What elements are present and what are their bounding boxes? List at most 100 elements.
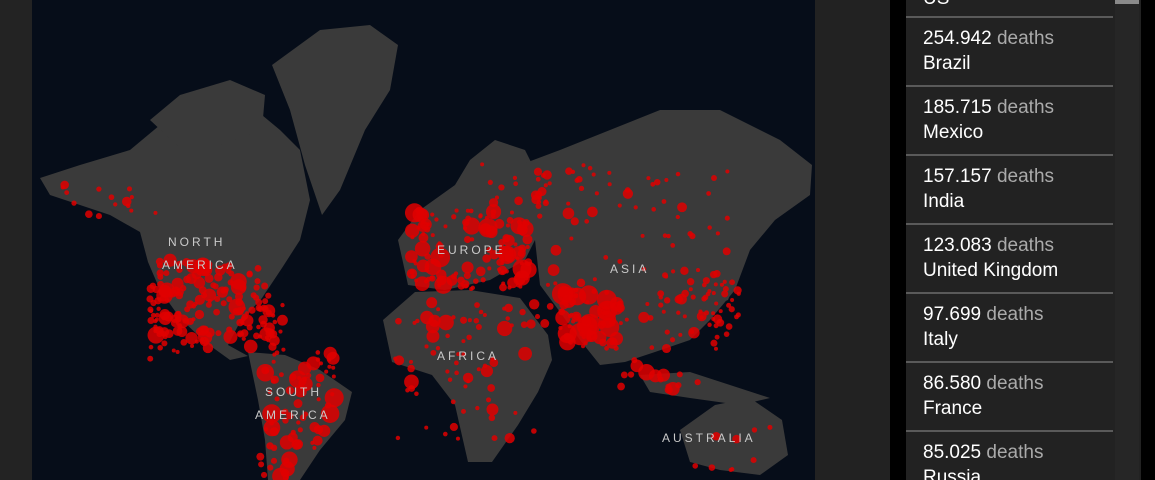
case-marker[interactable]	[173, 311, 182, 319]
case-marker[interactable]	[320, 404, 340, 423]
case-marker[interactable]	[486, 246, 493, 254]
case-marker[interactable]	[454, 208, 459, 213]
case-marker[interactable]	[445, 369, 450, 374]
case-marker[interactable]	[430, 212, 435, 217]
case-marker[interactable]	[587, 165, 593, 171]
case-marker[interactable]	[113, 202, 118, 207]
case-marker[interactable]	[156, 306, 161, 311]
case-marker[interactable]	[719, 282, 724, 287]
case-marker[interactable]	[524, 276, 529, 281]
case-marker[interactable]	[205, 301, 212, 308]
case-marker[interactable]	[159, 309, 171, 320]
case-marker[interactable]	[156, 262, 163, 269]
case-marker[interactable]	[315, 373, 325, 383]
case-marker[interactable]	[271, 359, 276, 364]
case-marker[interactable]	[687, 231, 693, 237]
case-marker[interactable]	[698, 309, 703, 314]
case-marker[interactable]	[627, 371, 635, 378]
case-marker[interactable]	[245, 311, 250, 316]
case-marker[interactable]	[517, 223, 523, 228]
case-marker[interactable]	[436, 307, 441, 312]
case-marker[interactable]	[464, 236, 472, 244]
case-marker[interactable]	[95, 213, 102, 220]
case-marker[interactable]	[240, 320, 245, 326]
case-marker[interactable]	[504, 303, 513, 313]
case-marker[interactable]	[207, 298, 212, 303]
case-marker[interactable]	[258, 315, 268, 325]
case-marker[interactable]	[170, 319, 179, 327]
case-marker[interactable]	[751, 427, 758, 433]
case-marker[interactable]	[163, 253, 177, 267]
case-marker[interactable]	[661, 343, 672, 354]
case-marker[interactable]	[327, 364, 332, 369]
case-marker[interactable]	[725, 169, 730, 174]
case-marker[interactable]	[470, 237, 475, 242]
case-marker[interactable]	[408, 359, 413, 364]
case-marker[interactable]	[710, 339, 718, 347]
case-marker[interactable]	[265, 292, 272, 299]
case-marker[interactable]	[443, 224, 448, 229]
case-marker[interactable]	[478, 218, 498, 238]
case-marker[interactable]	[618, 321, 623, 326]
case-marker[interactable]	[121, 196, 132, 207]
case-marker[interactable]	[150, 312, 156, 318]
case-marker[interactable]	[414, 391, 419, 396]
case-marker[interactable]	[305, 372, 312, 379]
case-marker[interactable]	[223, 329, 238, 344]
scrollbar-thumb[interactable]	[1115, 0, 1139, 4]
case-marker[interactable]	[624, 317, 629, 322]
case-marker[interactable]	[573, 293, 579, 299]
case-marker[interactable]	[520, 321, 528, 329]
case-marker[interactable]	[393, 356, 398, 361]
case-marker[interactable]	[489, 198, 499, 208]
case-marker[interactable]	[285, 386, 295, 395]
case-marker[interactable]	[508, 248, 514, 253]
case-marker[interactable]	[617, 203, 622, 208]
case-marker[interactable]	[147, 355, 154, 362]
case-marker[interactable]	[190, 343, 195, 348]
case-marker[interactable]	[280, 302, 285, 308]
case-marker[interactable]	[581, 344, 586, 349]
case-marker[interactable]	[669, 337, 676, 343]
case-marker[interactable]	[475, 266, 486, 277]
case-marker[interactable]	[562, 207, 575, 220]
case-marker[interactable]	[707, 225, 712, 230]
case-marker[interactable]	[267, 332, 272, 337]
case-marker[interactable]	[657, 290, 665, 297]
case-marker[interactable]	[696, 268, 701, 273]
case-marker[interactable]	[460, 316, 468, 324]
case-marker[interactable]	[714, 334, 720, 340]
case-marker[interactable]	[264, 335, 269, 340]
case-marker[interactable]	[609, 331, 624, 346]
case-marker[interactable]	[487, 266, 492, 271]
case-marker[interactable]	[191, 317, 196, 322]
case-marker[interactable]	[201, 268, 210, 277]
case-marker[interactable]	[153, 327, 158, 332]
case-marker[interactable]	[615, 303, 625, 313]
case-marker[interactable]	[183, 275, 191, 284]
case-marker[interactable]	[60, 180, 69, 190]
case-marker[interactable]	[570, 217, 579, 226]
case-marker[interactable]	[316, 382, 321, 388]
case-marker[interactable]	[193, 301, 198, 307]
case-marker[interactable]	[647, 315, 654, 321]
case-marker[interactable]	[603, 255, 609, 260]
case-marker[interactable]	[85, 210, 93, 219]
case-marker[interactable]	[531, 428, 537, 434]
case-marker[interactable]	[466, 379, 471, 384]
case-marker[interactable]	[506, 216, 514, 224]
case-marker[interactable]	[545, 282, 550, 287]
case-marker[interactable]	[482, 363, 488, 369]
case-marker[interactable]	[299, 414, 307, 421]
case-marker[interactable]	[280, 468, 290, 478]
case-marker[interactable]	[147, 316, 155, 325]
case-marker[interactable]	[546, 303, 554, 310]
case-marker[interactable]	[297, 427, 303, 433]
case-marker[interactable]	[415, 318, 420, 324]
case-marker[interactable]	[630, 359, 644, 373]
case-marker[interactable]	[296, 420, 301, 425]
case-marker[interactable]	[416, 259, 430, 273]
case-marker[interactable]	[184, 306, 191, 313]
case-marker[interactable]	[663, 297, 671, 304]
case-marker[interactable]	[474, 302, 480, 308]
